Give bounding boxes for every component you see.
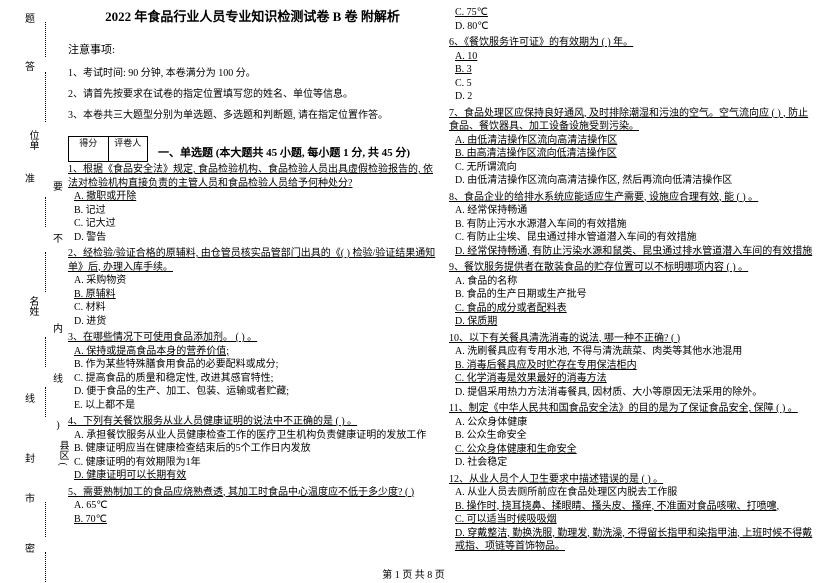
dotted-divider [45,502,46,537]
option: B. 操作时, 挠耳挠鼻、揉眼睛、搔头皮、搔痒, 不准面对食品咳嗽、打喷嚏, [455,500,818,514]
question-stem: 7、食品处理区应保持良好通风, 及时排除潮湿和污浊的空气。空气流向应 ( ) ,… [449,107,818,134]
option: C. 记大过 [74,217,437,231]
dotted-divider [45,22,46,57]
section-heading: 一、单选题 (本大题共 45 小题, 每小题 1 分, 共 45 分) [158,144,437,160]
notice-heading: 注意事项: [68,41,437,57]
page-number: 第 1 页 共 8 页 [382,566,445,581]
option: D. 健康证明可以长期有效 [74,469,437,483]
question-stem: 5、需要熟制加工的食品应烧熟煮透, 其加工时食品中心温度应不低于多少度? ( ) [68,486,437,500]
option: D. 便于食品的生产、加工、包装、运输或者贮藏; [74,385,437,399]
option: A. 食品的名称 [455,275,818,289]
option: D. 警告 [74,231,437,245]
option: B. 健康证明应当在健康检查结束后的5个工作日内发放 [74,442,437,456]
option: D. 提倡采用热力方法消毒餐具, 因材质、大小等原因无法采用的除外。 [455,386,818,400]
side-label: 密 [10,540,50,555]
option: A. 撤职或开除 [74,190,437,204]
option: B. 作为某些特殊膳食用食品的必要配料或成分; [74,358,437,372]
option: A. 65℃ [74,499,437,513]
dotted-divider [45,197,46,227]
question-stem: 9、餐饮服务提供者在散装食品的贮存位置可以不标明哪项内容 ( ) 。 [449,261,818,275]
option: C. 材料 [74,301,437,315]
notice-item: 2、请首先按要求在试卷的指定位置填写您的姓名、单位等信息。 [68,85,437,100]
left-column: 2022 年食品行业人员专业知识检测试卷 B 卷 附解析 注意事项: 1、考试时… [68,6,437,554]
option: C. 无所谓流向 [455,161,818,175]
option: B. 由高清洁操作区流向低清洁操作区 [455,147,818,161]
question-stem: 3、在哪些情况下可使用食品添加剂。 ( ) 。 [68,331,437,345]
option: D. 80℃ [455,20,818,34]
option: C. 75℃ [455,6,818,20]
option: C. 健康证明的有效期限为1年 [74,456,437,470]
option: D. 穿戴整洁, 勤换洗服, 勤理发, 勤洗澡, 不得留长指甲和染指甲油, 上班… [455,527,818,554]
score-label: 得分 [69,137,109,161]
option: D. 社会稳定 [455,456,818,470]
option: B. 70℃ [74,513,437,527]
question-stem: 8、食品企业的给排水系统应能适应生产需要, 设施应合理有效, 能 ( ) 。 [449,191,818,205]
option: B. 有防止污水水源潜入车间的有效措施 [455,218,818,232]
notice-item: 1、考试时间: 90 分钟, 本卷满分为 100 分。 [68,64,437,79]
option: A. 采购物资 [74,274,437,288]
dotted-divider [45,72,46,122]
option: B. 3 [455,63,818,77]
question-stem: 2、经检验/验证合格的原辅料, 由仓管员核实品管部门出具的《( ) 检验/验证结… [68,247,437,274]
option: B. 食品的生产日期或生产批号 [455,288,818,302]
score-box: 得分 评卷人 [68,136,148,162]
question-stem: 1、根据《食品安全法》规定, 食品检验机构、食品检验人员出具虚假检验报告的, 依… [68,163,437,190]
option: A. 洗刷餐具应有专用水池, 不得与清洗蔬菜、肉类等其他水池混用 [455,345,818,359]
option: B. 原辅料 [74,288,437,302]
option: C. 食品的成分或者配料表 [455,302,818,316]
option: D. 经常保持畅通, 有防止污染水源和鼠类、昆虫通过排水管道潜入车间的有效措施 [455,245,818,259]
option: C. 化学消毒是效果最好的消毒方法 [455,372,818,386]
side-label: 答 [10,58,50,73]
side-label: 名姓 [0,296,40,316]
option: D. 保质期 [455,315,818,329]
option: A. 承担餐饮服务从业人员健康检查工作的医疗卫生机构负责健康证明的发放工作 [74,429,437,443]
option: C. 5 [455,77,818,91]
option: B. 记过 [74,204,437,218]
question-stem: 12、从业人员个人卫生要求中描述错误的是 ( ) 。 [449,473,818,487]
side-label: 位单 [0,130,40,150]
dotted-divider [45,387,46,417]
option: C. 可以适当时候吸吸烟 [455,513,818,527]
option: C. 公众身体健康和生命安全 [455,443,818,457]
option: D. 2 [455,90,818,104]
side-label: 市 [10,490,50,505]
option: C. 有防止尘埃、昆虫通过排水管道潜入车间的有效措施 [455,231,818,245]
option: C. 提高食品的质量和稳定性, 改进其感官特性; [74,372,437,386]
option: B. 消毒后餐具应及时贮存在专用保洁柜内 [455,359,818,373]
option: D. 进货 [74,315,437,329]
option: A. 公众身体健康 [455,416,818,430]
question-stem: 4、下列有关餐饮服务从业人员健康证明的说法中不正确的是 ( ) 。 [68,415,437,429]
option: A. 从业人员去厕所前应在食品处理区内脱去工作服 [455,486,818,500]
exam-title: 2022 年食品行业人员专业知识检测试卷 B 卷 附解析 [68,6,437,25]
side-label-r: 县区 ( [30,440,70,466]
option: E. 以上都不是 [74,399,437,413]
question-stem: 6、《餐饮服务许可证》的有效期为 ( ) 年。 [449,36,818,50]
notice-item: 3、本卷共三大题型分别为单选题、多选题和判断题, 请在指定位置作答。 [68,106,437,121]
option: A. 10 [455,50,818,64]
question-stem: 11、制定《中华人民共和国食品安全法》的目的是为了保证食品安全, 保障 ( ) … [449,402,818,416]
question-stem: 10、以下有关餐具清洗消毒的说法, 哪一种不正确? ( ) [449,332,818,346]
exam-binding-sidebar: 题 答 位单 准 名姓 线 封 市 密 要 不 内 线 县区 ( ) [0,0,60,583]
option: B. 公众生命安全 [455,429,818,443]
dotted-divider [45,552,46,582]
option: D. 由低清洁操作区流向高清洁操作区, 然后再流向低清洁操作区 [455,174,818,188]
right-column: C. 75℃ D. 80℃ 6、《餐饮服务许可证》的有效期为 ( ) 年。 A.… [449,6,818,554]
marker-label: 评卷人 [109,137,148,161]
option: A. 保持或提高食品本身的营养价值; [74,345,437,359]
dotted-divider [45,252,46,292]
main-content: 2022 年食品行业人员专业知识检测试卷 B 卷 附解析 注意事项: 1、考试时… [68,6,818,554]
option: A. 经常保持畅通 [455,204,818,218]
option: A. 由低清洁操作区流向高清洁操作区 [455,134,818,148]
dotted-divider [45,337,46,367]
side-label: 线 [10,390,50,405]
side-label: 题 [10,10,50,25]
